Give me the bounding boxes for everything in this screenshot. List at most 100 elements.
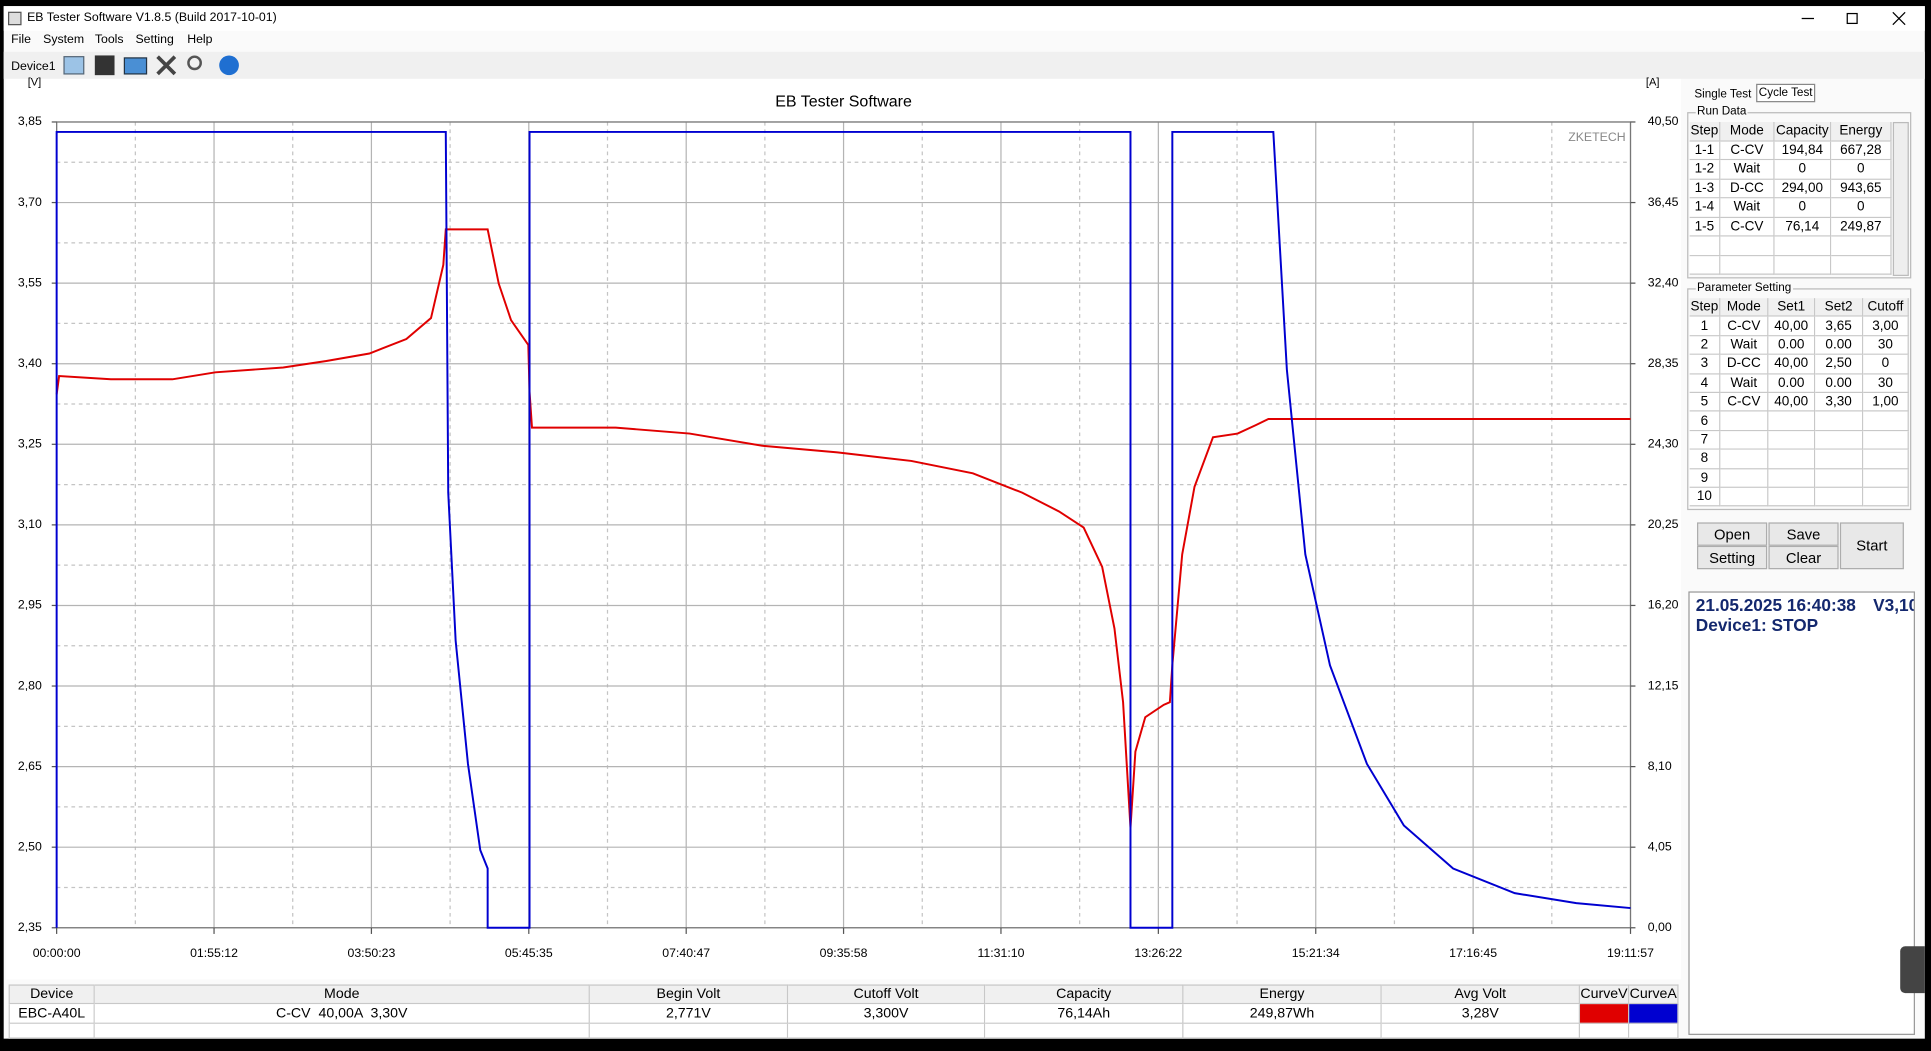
series-line: [55, 130, 1631, 929]
y2-tick-label: 32,40: [1648, 275, 1679, 289]
table-cell: 0: [1863, 355, 1909, 375]
title-bar: [3, 6, 1925, 31]
table-cell: [1768, 487, 1816, 507]
table-cell: EBC-A40L: [8, 1004, 95, 1024]
table-cell: [1629, 1023, 1679, 1039]
x-tick-label: 09:35:58: [820, 946, 868, 960]
table-cell: 3,28V: [1381, 1004, 1581, 1024]
column-header: Device: [8, 984, 95, 1005]
button[interactable]: Save: [1768, 522, 1839, 546]
table-cell: [1580, 1023, 1630, 1039]
column-header: Energy: [1831, 121, 1892, 142]
table-cell: 76,14: [1774, 217, 1832, 237]
toolbar-icons[interactable]: [59, 53, 244, 78]
curve-color: [1629, 1004, 1679, 1024]
button[interactable]: Setting: [1697, 545, 1768, 570]
y2-tick-label: 28,35: [1648, 356, 1679, 370]
table-cell: 0: [1774, 198, 1832, 218]
table-cell: 4: [1689, 374, 1721, 394]
column-header: Step: [1689, 298, 1721, 318]
menu-item[interactable]: Help: [187, 33, 213, 47]
device-label: Device1: [11, 60, 56, 74]
table-cell: 2: [1689, 336, 1721, 356]
menu-item[interactable]: Tools: [94, 33, 124, 47]
table-cell: [1720, 412, 1769, 431]
x-tick-label: 03:50:23: [347, 946, 395, 960]
table-cell: [1183, 1023, 1382, 1039]
y-tick-label: 2,65: [18, 759, 42, 773]
table-cell: [1815, 412, 1864, 431]
button[interactable]: Open: [1697, 522, 1768, 546]
table-cell: [94, 1023, 590, 1039]
table-cell: Wait: [1720, 374, 1769, 394]
tab[interactable]: Cycle Test: [1756, 83, 1816, 103]
group-box: [1687, 112, 1912, 279]
menu-item[interactable]: File: [11, 33, 31, 47]
column-header: Step: [1689, 121, 1721, 142]
table-cell: 30: [1863, 374, 1909, 394]
table-cell: D-CC: [1720, 179, 1775, 199]
table-cell: 249,87: [1831, 217, 1892, 237]
x-tick-label: 05:45:35: [505, 946, 553, 960]
table-cell: 3,300V: [788, 1004, 986, 1024]
y-axis-label: [V]: [28, 76, 42, 88]
table-cell: 0.00: [1815, 374, 1864, 394]
menu-item[interactable]: Setting: [135, 33, 174, 47]
table-cell: 1-5: [1689, 217, 1721, 237]
table-cell: [1768, 468, 1816, 488]
chart-icon[interactable]: [123, 57, 148, 75]
y-tick-label: 3,55: [18, 275, 42, 289]
x-tick-label: 11:31:10: [977, 946, 1024, 960]
column-header: CurveA: [1629, 984, 1679, 1005]
tab[interactable]: Single Test: [1694, 86, 1752, 101]
table-cell: 194,84: [1774, 141, 1832, 161]
y2-tick-label: 16,20: [1648, 598, 1679, 612]
column-header: Capacity: [985, 984, 1184, 1005]
table-cell: 30: [1863, 336, 1909, 356]
x-tick-label: 19:11:57: [1607, 946, 1654, 960]
x-tick-label: 07:40:47: [662, 946, 710, 960]
table-cell: Wait: [1720, 336, 1769, 356]
table-cell: 1-3: [1689, 179, 1721, 199]
y-tick-label: 3,70: [18, 195, 42, 209]
table-cell: [1689, 236, 1721, 256]
close[interactable]: [1892, 11, 1906, 26]
table-cell: C-CV: [1720, 317, 1769, 337]
x-tick-label: 17:16:45: [1449, 946, 1497, 960]
watermark: ZKETECH: [1568, 130, 1625, 144]
table-cell: 249,87Wh: [1183, 1004, 1382, 1024]
menu-item[interactable]: System: [43, 33, 85, 47]
table-cell: [1768, 412, 1816, 431]
search-icon[interactable]: [187, 55, 202, 71]
table-cell: 2,50: [1815, 355, 1864, 375]
table-cell: Wait: [1720, 198, 1775, 218]
table-cell: [1720, 487, 1769, 507]
table-cell: 6: [1689, 412, 1721, 431]
window-controls[interactable]: [1792, 7, 1915, 29]
table-cell: [1689, 255, 1721, 275]
info-icon[interactable]: [219, 55, 239, 76]
column-header: Capacity: [1774, 121, 1832, 142]
y2-tick-label: 24,30: [1648, 437, 1679, 451]
window-title: EB Tester Software V1.8.5 (Build 2017-10…: [27, 11, 277, 25]
y2-tick-label: 8,10: [1648, 759, 1672, 773]
open-icon[interactable]: [63, 56, 85, 75]
table-cell: [1774, 255, 1832, 275]
restore[interactable]: [1846, 12, 1858, 25]
y2-tick-label: 0,00: [1648, 920, 1672, 934]
button[interactable]: Start: [1839, 522, 1904, 570]
save-icon[interactable]: [94, 55, 115, 76]
group-title: Parameter Setting: [1695, 280, 1793, 295]
toolbar: [3, 51, 1925, 79]
side-tab[interactable]: [1900, 946, 1925, 994]
table-cell: C-CV: [1720, 393, 1769, 413]
tools-icon[interactable]: [156, 55, 177, 76]
button[interactable]: Clear: [1768, 545, 1839, 570]
x-tick-label: 15:21:34: [1292, 946, 1340, 960]
status-state: Device1: STOP: [1695, 614, 1819, 635]
scrollbar: [1892, 121, 1909, 276]
y-tick-label: 2,95: [18, 598, 42, 612]
table-cell: 5: [1689, 393, 1721, 413]
table-cell: 7: [1689, 430, 1721, 450]
